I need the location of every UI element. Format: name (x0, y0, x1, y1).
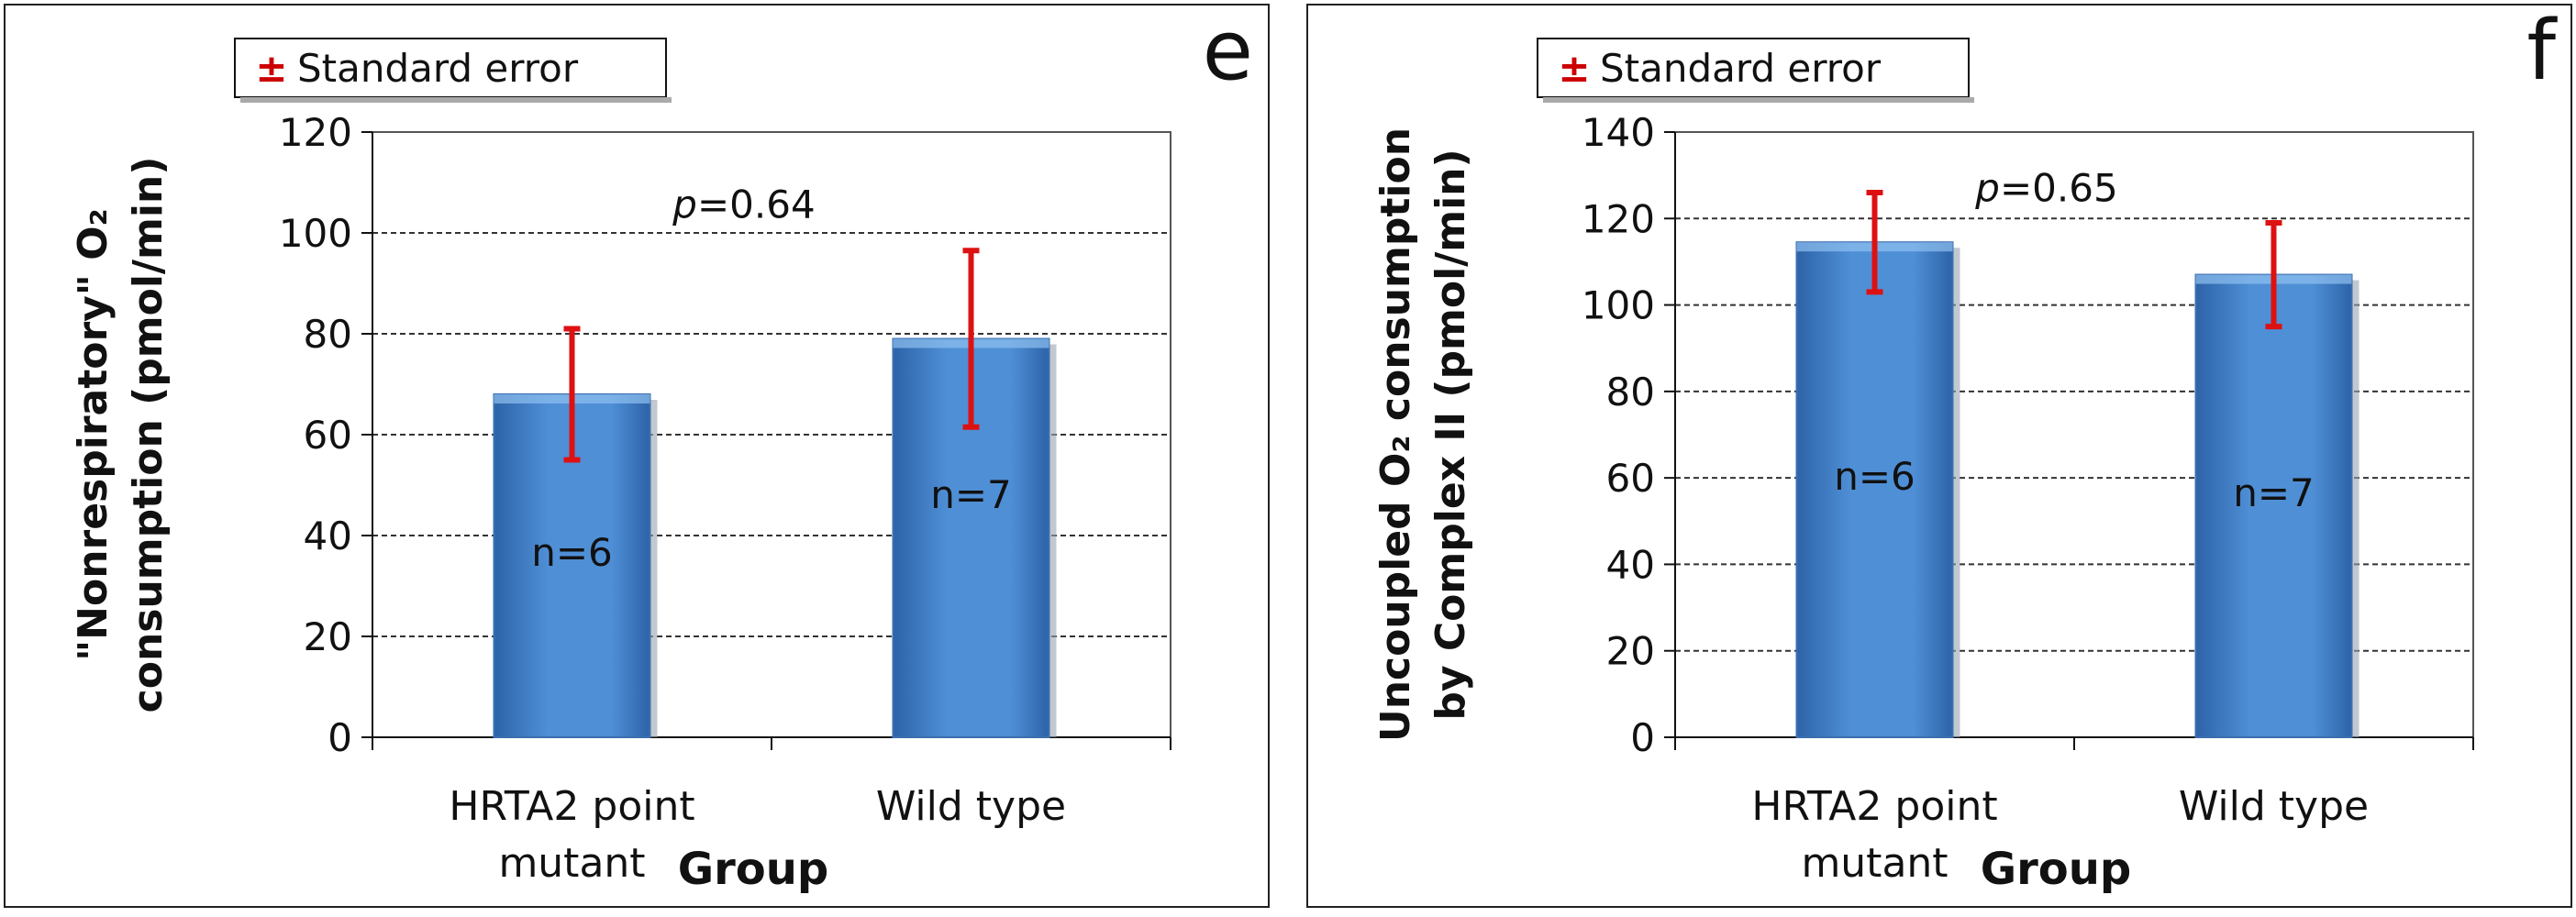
x-category-label: Wild type (2179, 783, 2369, 830)
p-value-annotation: p=0.64 (672, 182, 815, 227)
x-axis-title: Group (1981, 844, 2132, 895)
panel-letter: f (2526, 6, 2558, 99)
legend-box (234, 38, 667, 98)
chart-f-svg: 0 20 40 60 80 100 120 140 n=6 HRTA2 point mutant n=… (1372, 6, 2558, 895)
y-tick-label: 100 (1582, 283, 1655, 328)
y-tick-label: 120 (279, 110, 352, 155)
p-value-annotation: p=0.65 (1974, 165, 2117, 210)
n-label: n=7 (2233, 470, 2315, 515)
y-tick-label: 80 (1606, 370, 1655, 414)
y-tick-label: 20 (304, 614, 352, 659)
y-tick-label: 40 (304, 514, 352, 558)
chart-panel-f: 0 20 40 60 80 100 120 140 n=6 HRTA2 point mutant n=… (1306, 4, 2572, 908)
y-tick-label: 60 (304, 413, 352, 458)
x-axis-title: Group (678, 844, 829, 895)
legend-box (1537, 38, 1970, 98)
n-label: n=6 (531, 530, 613, 575)
bar-wild-type (2194, 273, 2353, 738)
p-value: =0.64 (697, 182, 816, 227)
y-tick-label: 20 (1606, 629, 1655, 674)
legend-symbol: ± (1558, 46, 1590, 91)
y-tick-label: 140 (1582, 110, 1655, 155)
y-axis-title-line: "Nonrespiratory" O₂ (70, 208, 117, 661)
x-category-label: mutant (498, 840, 645, 887)
panel-letter: e (1203, 6, 1253, 99)
p-value: =0.65 (2000, 165, 2118, 210)
x-category-label: Wild type (876, 783, 1066, 830)
x-category-label: HRTA2 point (449, 783, 694, 830)
y-tick-label: 120 (1582, 196, 1655, 241)
y-axis-title-line: by Complex II (pmol/min) (1427, 149, 1474, 720)
legend-shadow (240, 97, 672, 103)
bar-mutant (1795, 241, 1954, 738)
legend-label: Standard error (1600, 46, 1882, 91)
y-axis-title-line: Uncoupled O₂ consumption (1372, 127, 1419, 742)
legend-shadow (1543, 97, 1974, 103)
n-label: n=6 (1834, 454, 1915, 499)
y-tick-label: 60 (1606, 456, 1655, 501)
y-axis-title-line: consumption (pmol/min) (125, 157, 172, 713)
legend-label: Standard error (297, 46, 579, 91)
y-tick-label: 0 (1630, 715, 1655, 760)
p-symbol: p (1974, 165, 2000, 210)
legend-symbol: ± (255, 46, 287, 91)
x-category-label: HRTA2 point (1751, 783, 1997, 830)
chart-panel-e: 0 20 40 60 80 100 120 n=6 HRTA2 point mutant n=7 Wi… (4, 4, 1270, 908)
y-tick-label: 80 (304, 312, 352, 357)
y-tick-label: 100 (279, 211, 352, 256)
n-label: n=7 (930, 472, 1012, 517)
x-category-label: mutant (1801, 840, 1948, 887)
y-tick-label: 40 (1606, 542, 1655, 587)
y-tick-label: 0 (328, 715, 352, 760)
p-symbol: p (672, 182, 697, 227)
chart-e-svg: 0 20 40 60 80 100 120 n=6 HRTA2 point mutant n=7 Wi… (70, 6, 1253, 895)
